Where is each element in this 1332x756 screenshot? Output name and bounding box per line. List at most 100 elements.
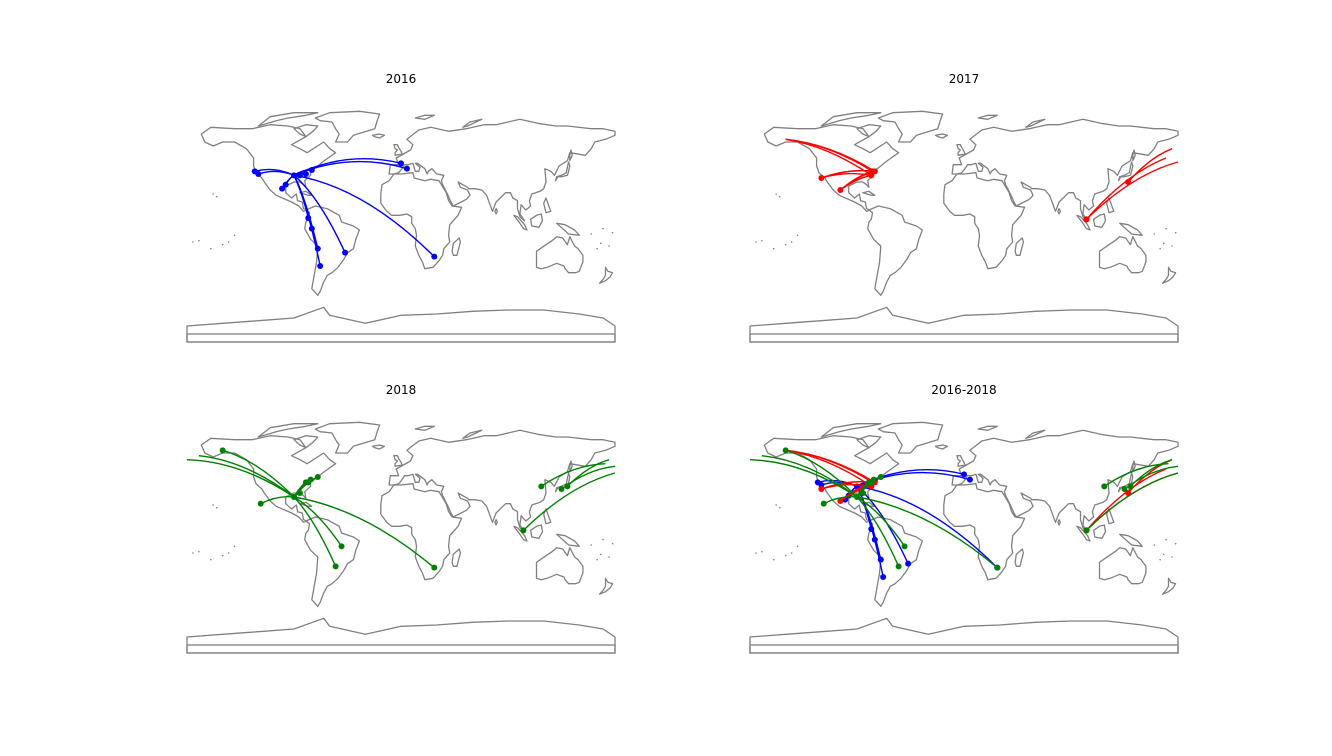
iceland-outline (371, 444, 386, 450)
philippines-outline (543, 197, 552, 214)
island-dot (221, 243, 224, 246)
sri-lanka-outline (494, 208, 498, 215)
island-dot (192, 241, 194, 243)
svalbard-outline (414, 425, 435, 431)
island-dot (212, 504, 214, 506)
eurasia-outline (951, 118, 1179, 222)
world-map-2016-2018 (749, 421, 1179, 654)
route-endpoint (307, 476, 314, 483)
route-endpoint (871, 168, 878, 175)
baffin-outline (856, 435, 882, 449)
island-dot (784, 554, 787, 557)
route-arc (260, 496, 295, 505)
australia-outline (1098, 236, 1147, 274)
eurasia-outline (388, 429, 616, 533)
island-dot (790, 241, 793, 243)
greenland-outline (877, 421, 944, 454)
map-panel-2018: 2018 (186, 383, 616, 713)
map-bottom-frame (186, 333, 616, 343)
route-arc (1124, 465, 1179, 490)
route-arc (561, 465, 616, 490)
borneo-outline (1092, 524, 1107, 539)
iceland-outline (934, 133, 949, 139)
sri-lanka-outline (494, 519, 498, 526)
route-endpoint (1101, 483, 1108, 490)
land-outlines (186, 110, 616, 343)
new-zealand-outline (1161, 266, 1177, 284)
arctic-islands-outline (257, 112, 319, 127)
route-endpoint (820, 500, 827, 507)
route-arc (198, 455, 295, 498)
arctic-islands-outline (257, 423, 319, 438)
route-endpoint (538, 483, 545, 490)
route-endpoint (317, 263, 324, 269)
route-endpoint (1121, 486, 1128, 492)
borneo-outline (1092, 213, 1107, 228)
novaya-zemlya-outline (1025, 429, 1046, 439)
world-map-2018 (186, 421, 616, 654)
uk-outline (956, 144, 966, 156)
route-arc (186, 459, 295, 498)
route-endpoint (870, 476, 877, 483)
island-dot (790, 552, 793, 554)
island-dot (599, 242, 602, 245)
antarctica-outline (186, 617, 616, 654)
island-dot (1153, 544, 1156, 546)
south-america-outline (304, 205, 361, 296)
route-arc (785, 449, 858, 498)
route-arc (1103, 463, 1169, 487)
route-endpoint (901, 543, 908, 550)
route-arc (856, 496, 998, 569)
route-endpoint (314, 474, 321, 480)
sri-lanka-outline (1057, 208, 1061, 215)
route-endpoint (818, 175, 825, 181)
map-panel-2016: 2016 (186, 72, 616, 402)
south-america-outline (867, 516, 924, 607)
route-endpoint (818, 486, 825, 492)
island-dot (608, 556, 610, 558)
route-arc (1086, 472, 1179, 531)
route-arc (856, 496, 906, 547)
island-dot (761, 239, 763, 242)
map-bottom-frame (749, 333, 1179, 343)
borneo-outline (529, 524, 544, 539)
north-america-outline (763, 124, 900, 212)
world-map-2017 (749, 110, 1179, 343)
route-endpoint (279, 185, 286, 192)
island-dot (1174, 231, 1177, 234)
madagascar-outline (1014, 548, 1025, 567)
island-dot (233, 234, 236, 237)
sakhalin-outline (1132, 149, 1136, 162)
island-dot (599, 553, 602, 556)
island-dot (198, 550, 200, 553)
japan-outline (554, 161, 571, 182)
route-arc (785, 449, 872, 487)
route-endpoint (342, 249, 349, 256)
antarctica-outline (749, 306, 1179, 343)
route-arc (785, 138, 872, 176)
sri-lanka-outline (1057, 519, 1061, 526)
route-arc (293, 496, 337, 567)
antarctica-outline (186, 306, 616, 343)
route-arc (1085, 157, 1167, 220)
sakhalin-outline (569, 149, 573, 162)
island-dot (784, 243, 787, 246)
route-endpoint (308, 167, 315, 173)
island-dot (212, 193, 214, 195)
route-endpoint (1127, 483, 1134, 490)
island-dot (1174, 542, 1177, 545)
arctic-islands-outline (820, 112, 882, 127)
route-endpoint (837, 498, 844, 504)
route-arc (821, 481, 858, 487)
island-dot (227, 241, 230, 243)
routes-layer (785, 138, 1179, 223)
baffin-outline (293, 124, 319, 138)
map-panel-2017: 2017 (749, 72, 1179, 402)
route-endpoint (338, 543, 345, 550)
antarctica-outline (749, 617, 1179, 654)
island-dot (590, 544, 593, 546)
route-endpoint (868, 172, 875, 179)
island-dot (215, 195, 218, 198)
indonesia-outline (513, 214, 528, 231)
japan-outline (1117, 161, 1134, 182)
